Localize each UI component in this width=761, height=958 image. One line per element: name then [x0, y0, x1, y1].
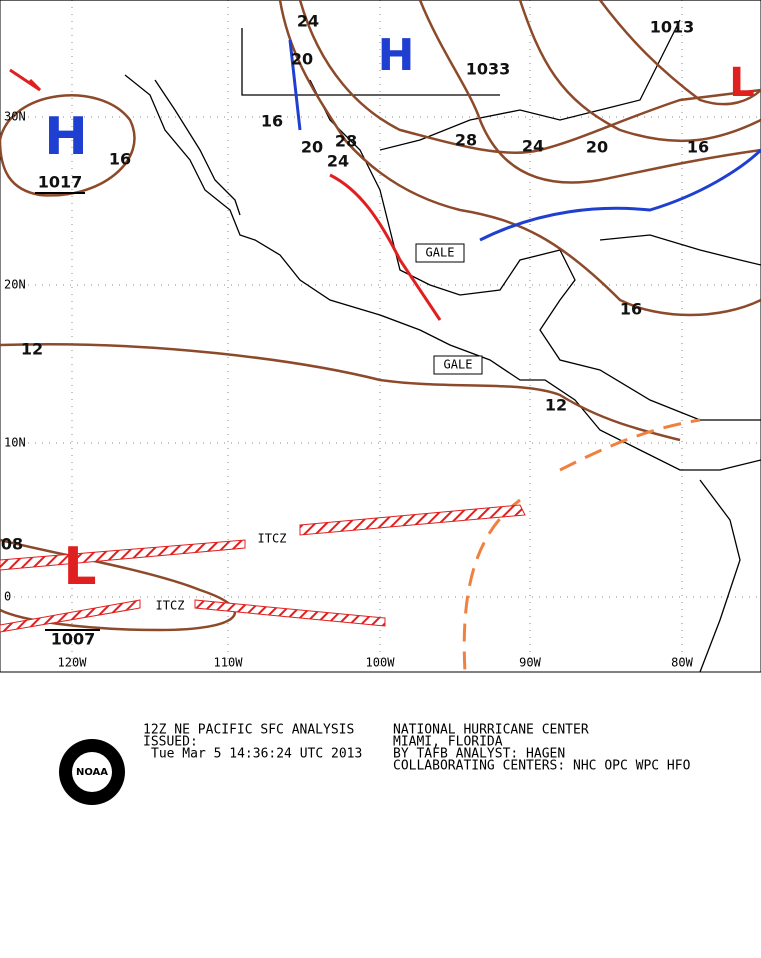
lon-label: 90W [519, 656, 541, 670]
logo-text: NOAA [76, 767, 108, 778]
isobar-label: 12 [21, 340, 43, 359]
warm-front [329, 173, 442, 321]
isobar-label: 20 [301, 138, 323, 157]
isobar-label: 20 [291, 50, 313, 69]
itcz-label: ITCZ [258, 532, 287, 546]
low-center: L [63, 537, 96, 597]
lat-label: 20N [4, 278, 26, 292]
isobar-label: 16 [109, 150, 131, 169]
isobar-label: 16 [687, 138, 709, 157]
isobar-label: 24 [327, 152, 349, 171]
collaborating-centers: COLLABORATING CENTERS: NHC OPC WPC HFO [393, 759, 691, 774]
lon-label: 110W [214, 656, 244, 670]
trough [288, 39, 302, 131]
trough [559, 418, 701, 472]
coastline [0, 0, 761, 673]
itcz-band [0, 539, 246, 571]
analyst: BY TAFB ANALYST: HAGEN [393, 747, 565, 762]
isobar-label: 28 [335, 132, 357, 151]
cold-front [479, 148, 761, 242]
lat-label: 30N [4, 110, 26, 124]
isobar-label: 28 [455, 131, 477, 150]
center-pressure: 1017 [38, 173, 83, 192]
low-center: L [729, 60, 755, 106]
front [9, 68, 42, 92]
lat-label: 10N [4, 436, 26, 450]
isobar-label: 24 [297, 12, 319, 31]
center-pressure: 1007 [51, 630, 96, 649]
product-name: 12Z NE PACIFIC SFC ANALYSIS [143, 723, 354, 738]
isobar-label: 12 [545, 396, 567, 415]
isobar-labels: 24 20 16 20 28 24 28 24 20 16 16 16 12 1… [1, 12, 709, 554]
isobar-label: 16 [620, 300, 642, 319]
gale-box [433, 355, 483, 375]
lat-label: 0 [4, 590, 11, 604]
pressure-label: 1033 [466, 60, 511, 79]
center-name: NATIONAL HURRICANE CENTER [393, 723, 589, 738]
gale-box [415, 243, 465, 263]
gale-warning: GALE [426, 246, 455, 260]
issue-time: Tue Mar 5 14:36:24 UTC 2013 [151, 747, 362, 762]
lon-label: 120W [58, 656, 88, 670]
isobar-label: 08 [1, 535, 23, 554]
footer: NOAA 12Z NE PACIFIC SFC ANALYSIS ISSUED:… [59, 723, 691, 805]
itcz-band [0, 599, 141, 633]
isobar-label: 16 [261, 112, 283, 131]
isobars [0, 0, 761, 632]
lon-label: 80W [671, 656, 693, 670]
itcz-band [299, 504, 526, 536]
noaa-logo-inner [72, 752, 112, 792]
pressure-label: 1013 [650, 18, 695, 37]
issued-label: ISSUED: [143, 735, 198, 750]
gale-warning: GALE [444, 358, 473, 372]
isobar-label: 24 [522, 137, 544, 156]
itcz-label: ITCZ [156, 599, 185, 613]
high-center: H [44, 107, 88, 167]
lon-label: 100W [366, 656, 396, 670]
isobar-label: 20 [586, 138, 608, 157]
map: 24 20 16 20 28 24 28 24 20 16 16 16 12 1… [0, 0, 761, 673]
center-location: MIAMI, FLORIDA [393, 735, 503, 750]
high-center: H [378, 30, 415, 81]
itcz-band [194, 599, 386, 627]
